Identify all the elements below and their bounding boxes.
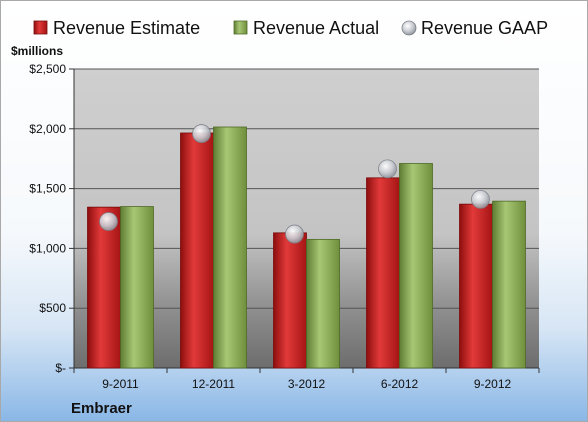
legend-entry: Revenue Estimate: [53, 18, 200, 38]
y-tick-label: $1,500: [29, 182, 66, 196]
legend-swatch: [401, 20, 417, 36]
bar-revenue-actual: [306, 239, 340, 369]
gaap-point: [378, 159, 397, 179]
bar-revenue-estimate: [366, 177, 400, 369]
x-tick-label: 9-2012: [474, 377, 512, 391]
x-tick-label: 3-2012: [288, 377, 326, 391]
x-tick-label: 9-2011: [102, 377, 139, 391]
company-label: Embraer: [71, 400, 132, 417]
y-tick-label: $2,000: [29, 122, 66, 136]
bar-revenue-actual: [120, 206, 154, 369]
bar-revenue-estimate: [273, 232, 307, 369]
legend-entry: Revenue Actual: [253, 18, 379, 38]
gaap-point: [471, 189, 490, 209]
gaap-point: [99, 212, 118, 231]
legend-swatch: [33, 20, 48, 35]
bar-revenue-estimate: [459, 203, 493, 369]
legend-entry: Revenue GAAP: [421, 18, 548, 38]
bar-revenue-estimate: [87, 206, 121, 369]
y-tick-label: $1,000: [29, 241, 66, 255]
bar-revenue-actual: [213, 126, 247, 369]
gaap-point: [192, 124, 211, 143]
legend-swatch: [233, 20, 248, 35]
y-unit-label: $millions: [11, 44, 63, 58]
gaap-point: [285, 224, 304, 244]
bar-revenue-actual: [492, 200, 526, 369]
x-tick-label: 6-2012: [381, 377, 419, 391]
bar-revenue-estimate: [180, 132, 214, 369]
bar-revenue-actual: [399, 163, 433, 369]
x-tick-label: 12-2011: [192, 377, 235, 391]
y-tick-label: $2,500: [29, 62, 66, 76]
y-tick-label: $500: [39, 301, 66, 315]
y-tick-label: $-: [55, 361, 66, 375]
